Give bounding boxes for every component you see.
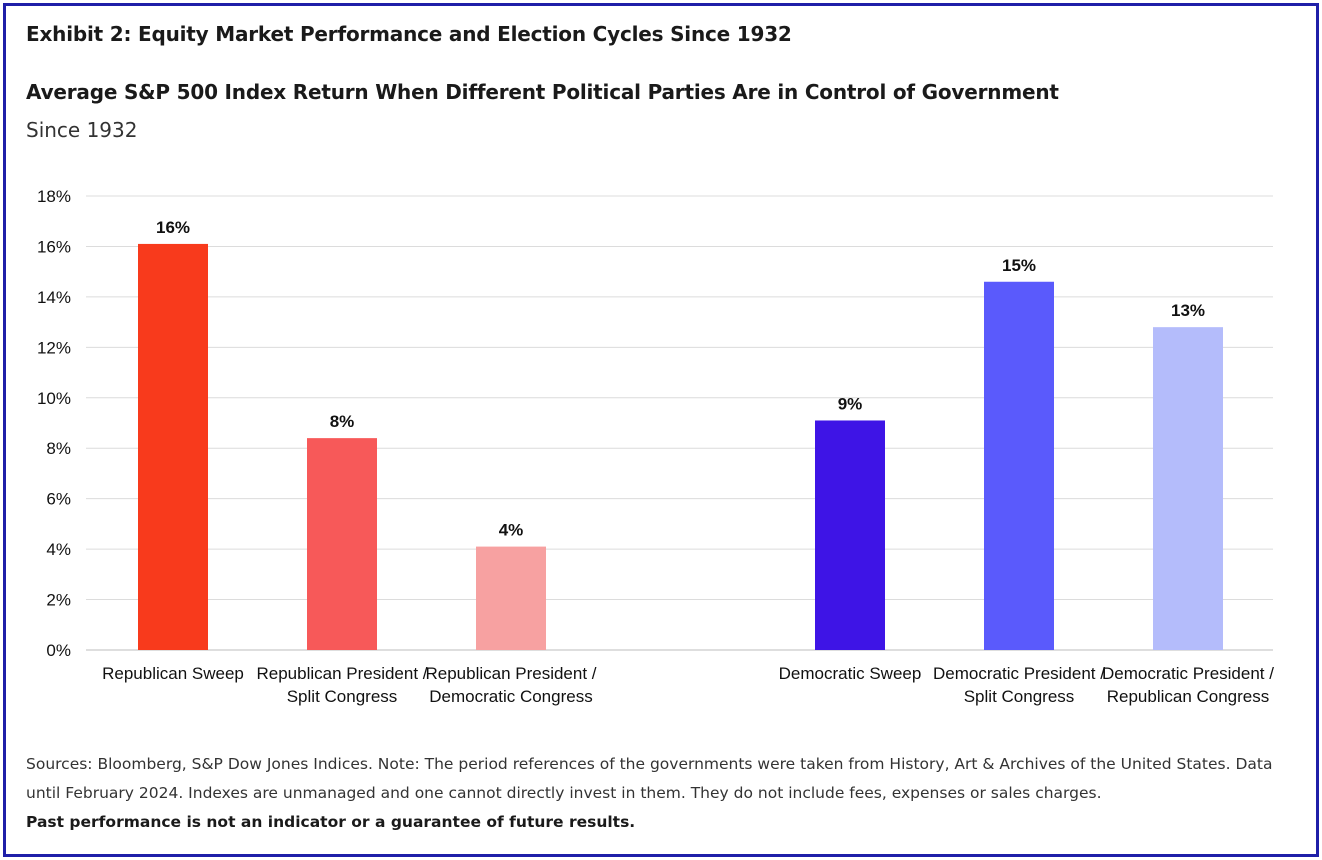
y-tick-label: 10% <box>37 389 71 408</box>
category-label: Democratic President / <box>1102 664 1274 683</box>
exhibit-frame <box>3 3 1319 857</box>
bar <box>138 243 208 650</box>
y-tick-label: 2% <box>46 591 71 610</box>
data-label: 9% <box>838 394 863 413</box>
data-label: 15% <box>1002 256 1036 275</box>
data-label: 4% <box>499 521 524 540</box>
y-tick-label: 6% <box>46 490 71 509</box>
category-label: Republican Congress <box>1107 687 1270 706</box>
category-label: Democratic Congress <box>429 687 592 706</box>
y-tick-label: 16% <box>37 237 71 256</box>
bar-chart: 0% 2% 4% 6% 8% 10% 12% 14% 16% 18% 16% Republican S… <box>37 187 1274 706</box>
sources-note: Sources: Bloomberg, S&P Dow Jones Indice… <box>26 750 1296 837</box>
y-tick-label: 18% <box>37 187 71 206</box>
chart-title: Average S&P 500 Index Return When Differ… <box>26 80 1059 104</box>
data-label: 8% <box>330 412 355 431</box>
category-label: Democratic President / <box>933 664 1105 683</box>
y-tick-label: 12% <box>37 338 71 357</box>
sources-text: Sources: Bloomberg, S&P Dow Jones Indice… <box>26 755 1273 802</box>
bar <box>984 281 1054 650</box>
category-label: Democratic Sweep <box>779 664 922 683</box>
category-label: Republican President / <box>256 664 427 683</box>
y-tick-label: 14% <box>37 288 71 307</box>
data-label: 13% <box>1171 301 1205 320</box>
category-label: Republican Sweep <box>102 664 244 683</box>
bar <box>815 420 885 650</box>
y-tick-label: 4% <box>46 540 71 559</box>
bar <box>307 438 377 650</box>
category-label: Split Congress <box>964 687 1075 706</box>
bar <box>1153 327 1223 650</box>
data-label: 16% <box>156 218 190 237</box>
exhibit-title: Exhibit 2: Equity Market Performance and… <box>26 22 792 46</box>
y-tick-label: 0% <box>46 641 71 660</box>
y-tick-label: 8% <box>46 439 71 458</box>
category-label: Split Congress <box>287 687 398 706</box>
bar <box>476 546 546 650</box>
chart-subtitle: Since 1932 <box>26 118 138 142</box>
disclaimer-text: Past performance is not an indicator or … <box>26 813 636 831</box>
category-label: Republican President / <box>425 664 596 683</box>
